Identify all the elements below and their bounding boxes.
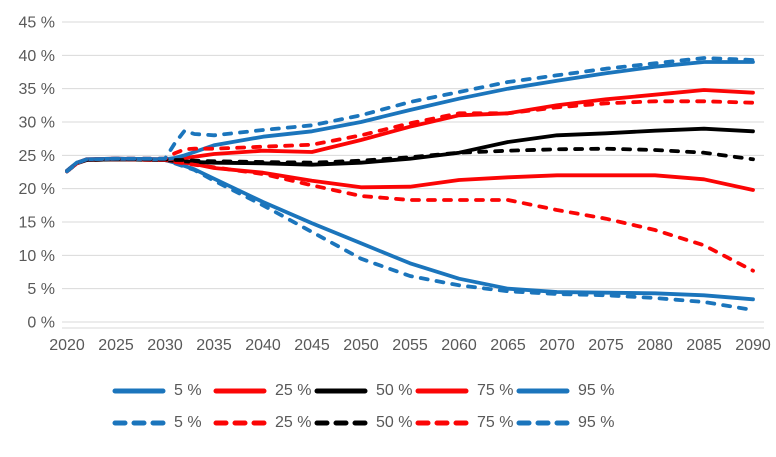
legend-label: 5 %	[174, 382, 202, 399]
solid-line-sample-icon	[516, 388, 570, 394]
x-tick-label: 2025	[98, 337, 134, 354]
y-tick-label: 20 %	[19, 181, 55, 198]
series-solid-95%	[65, 60, 755, 173]
y-tick-label: 30 %	[19, 115, 55, 132]
legend-row-dashed: 5 % 25 % 50 % 75 % 95 %	[111, 414, 616, 432]
legend-item-dashed-95%: 95 %	[515, 414, 616, 432]
x-tick-label: 2050	[343, 337, 379, 354]
y-tick-label: 25 %	[19, 148, 55, 165]
chart-legend: 5 % 25 % 50 % 75 % 95 % 5 % 25 % 50 % 75 % 95 %	[111, 382, 616, 432]
x-tick-label: 2045	[294, 337, 330, 354]
series-dashed-95%	[65, 56, 755, 174]
dashed-line-sample-icon	[213, 420, 267, 426]
legend-label: 25 %	[275, 382, 312, 399]
dashed-line-sample-icon	[112, 420, 166, 426]
legend-item-solid-5%: 5 %	[111, 382, 212, 400]
legend-label: 75 %	[477, 382, 514, 399]
series-solid-25%	[65, 157, 755, 192]
dashed-line-sample-icon	[415, 420, 469, 426]
series-dashed-75%	[65, 99, 755, 174]
x-tick-label: 2065	[490, 337, 526, 354]
legend-item-dashed-75%: 75 %	[414, 414, 515, 432]
solid-line-sample-icon	[213, 388, 267, 394]
legend-label: 50 %	[376, 414, 413, 431]
x-tick-label: 2070	[539, 337, 575, 354]
x-tick-label: 2080	[637, 337, 673, 354]
solid-line-sample-icon	[415, 388, 469, 394]
x-tick-label: 2040	[245, 337, 281, 354]
legend-item-solid-75%: 75 %	[414, 382, 515, 400]
y-tick-label: 5 %	[27, 281, 55, 298]
y-tick-label: 0 %	[27, 315, 55, 332]
series-dashed-5%	[65, 156, 755, 312]
solid-line-sample-icon	[314, 388, 368, 394]
legend-label: 50 %	[376, 382, 413, 399]
legend-label: 25 %	[275, 414, 312, 431]
x-tick-label: 2030	[147, 337, 183, 354]
legend-label: 95 %	[578, 382, 615, 399]
series-dashed-25%	[65, 157, 755, 273]
dashed-line-sample-icon	[314, 420, 368, 426]
legend-row-solid: 5 % 25 % 50 % 75 % 95 %	[111, 382, 616, 400]
legend-item-solid-25%: 25 %	[212, 382, 313, 400]
legend-item-dashed-5%: 5 %	[111, 414, 212, 432]
x-tick-label: 2055	[392, 337, 428, 354]
x-tick-label: 2085	[686, 337, 722, 354]
y-tick-label: 10 %	[19, 248, 55, 265]
y-tick-label: 45 %	[19, 15, 55, 32]
legend-label: 95 %	[578, 414, 615, 431]
legend-item-dashed-50%: 50 %	[313, 414, 414, 432]
legend-label: 5 %	[174, 414, 202, 431]
series-dashed-50%	[65, 146, 755, 174]
legend-item-dashed-25%: 25 %	[212, 414, 313, 432]
legend-item-solid-50%: 50 %	[313, 382, 414, 400]
y-tick-label: 40 %	[19, 48, 55, 65]
x-tick-label: 2090	[735, 337, 771, 354]
y-tick-label: 15 %	[19, 215, 55, 232]
y-tick-label: 35 %	[19, 81, 55, 98]
x-tick-label: 2020	[49, 337, 85, 354]
dashed-line-sample-icon	[516, 420, 570, 426]
x-tick-label: 2075	[588, 337, 624, 354]
x-tick-label: 2060	[441, 337, 477, 354]
solid-line-sample-icon	[112, 388, 166, 394]
legend-item-solid-95%: 95 %	[515, 382, 616, 400]
legend-label: 75 %	[477, 414, 514, 431]
x-tick-label: 2035	[196, 337, 232, 354]
